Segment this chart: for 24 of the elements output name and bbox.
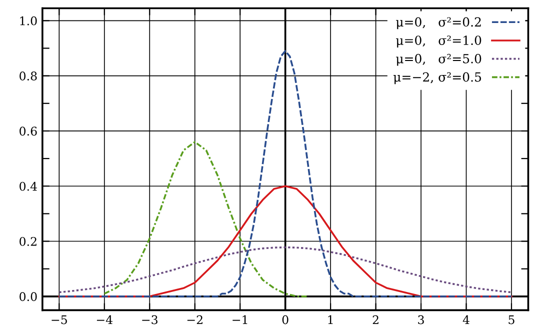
y-tick-label: 0.6 (20, 126, 37, 136)
x-tick-label: −1 (232, 315, 248, 324)
x-tick-label: 0 (282, 315, 288, 324)
x-tick-label: 4 (462, 315, 470, 324)
x-tick-label: −3 (142, 315, 158, 324)
y-tick-label: 0.2 (20, 236, 36, 246)
x-tick-label: 2 (372, 315, 378, 324)
legend-label: μ=−2, σ²=0.5 (394, 72, 482, 84)
x-tick-label: 1 (328, 315, 333, 324)
x-tick-label: −5 (52, 315, 67, 324)
x-tick-label: −2 (187, 315, 202, 324)
line-series (103, 141, 309, 298)
legend-label: μ=0, σ²=5.0 (396, 54, 482, 66)
x-tick-label: −4 (96, 315, 113, 324)
x-tick-label: 5 (508, 315, 514, 324)
y-tick-label: 0.0 (20, 292, 37, 302)
line-series (58, 50, 512, 298)
line-series (58, 246, 512, 294)
x-tick-label: 3 (418, 315, 424, 324)
legend-label: μ=0, σ²=1.0 (396, 36, 482, 48)
y-tick-label: 0.8 (20, 72, 37, 80)
y-tick-label: 1.0 (20, 16, 37, 26)
legend-label: μ=0, σ²=0.2 (396, 17, 481, 30)
y-tick-label: 0.4 (20, 182, 37, 191)
